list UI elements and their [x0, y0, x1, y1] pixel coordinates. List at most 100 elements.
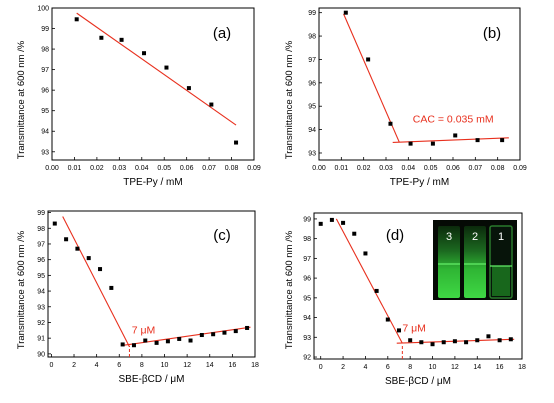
x-tick-label: 0.03 [113, 165, 127, 172]
data-point [99, 35, 104, 40]
x-tick-label: 0.06 [180, 165, 194, 172]
data-point [245, 325, 250, 330]
panel-label: (a) [213, 25, 231, 42]
y-tick-label: 92 [303, 355, 311, 362]
y-tick-label: 100 [37, 6, 49, 13]
x-tick-label: 0.00 [312, 165, 326, 172]
y-tick-label: 93 [37, 304, 45, 311]
plot-frame [47, 210, 256, 358]
x-tick-label: 10 [161, 362, 169, 369]
data-point [385, 317, 390, 322]
data-point [475, 338, 480, 343]
y-tick-label: 93 [41, 149, 49, 156]
data-point [419, 340, 424, 345]
data-point [374, 288, 379, 293]
data-point [329, 217, 334, 222]
y-axis-label-c: Transmittance at 600 nm /% [16, 230, 27, 349]
data-point [497, 338, 502, 343]
y-tick-label: 96 [308, 80, 316, 87]
x-axis-label: TPE-Py / mM [123, 177, 182, 188]
x-tick-label: 0 [49, 362, 53, 369]
data-point [86, 256, 91, 261]
data-point [143, 338, 148, 343]
y-tick-label: 92 [37, 320, 45, 327]
y-axis-label-a: Transmittance at 600 nm /% [16, 40, 27, 159]
data-point [408, 141, 413, 146]
y-tick-label: 96 [41, 88, 49, 95]
fit-line [62, 216, 130, 348]
data-point [388, 121, 393, 126]
plot-frame [51, 7, 255, 161]
y-tick-label: 97 [37, 241, 45, 248]
y-tick-label: 98 [41, 47, 49, 54]
fit-line [343, 13, 400, 143]
data-point [343, 10, 348, 15]
y-tick-label: 90 [37, 351, 45, 358]
data-point [186, 86, 191, 91]
x-tick-label: 18 [518, 364, 526, 371]
data-point [318, 221, 323, 226]
x-tick-label: 0.06 [446, 165, 460, 172]
x-tick-label: 6 [117, 362, 121, 369]
x-tick-label: 4 [363, 364, 367, 371]
data-point [500, 138, 505, 143]
inset-photo: 3 2 1 [433, 220, 517, 300]
data-point [98, 267, 103, 272]
data-point [234, 140, 239, 145]
plot-frame [318, 7, 521, 161]
fit-line [335, 218, 403, 344]
data-point [486, 334, 491, 339]
panel-label: (d) [386, 227, 404, 244]
data-point [211, 332, 216, 337]
data-point [154, 340, 159, 345]
panel-a: 0.00 0.01 0.02 0.03 0.04 0.05 0.06 0.07 0.08 0.09… [37, 6, 261, 189]
y-tick-label: 94 [303, 315, 311, 322]
data-point [199, 333, 204, 338]
data-point [131, 343, 136, 348]
y-tick-label: 99 [41, 26, 49, 33]
cuvette-1-glow [492, 266, 510, 296]
y-axis-label-d: Transmittance at 600 nm /% [284, 230, 295, 349]
x-axis-label: SBE-βCD / μM [119, 374, 185, 385]
x-tick-label: 0.05 [424, 165, 438, 172]
panel-b: 0.00 0.01 0.02 0.03 0.04 0.05 0.06 0.07 0.08 0.09… [308, 7, 527, 188]
data-point [508, 337, 513, 342]
x-tick-label: 18 [251, 362, 259, 369]
x-tick-label: 0 [319, 364, 323, 371]
data-point [209, 102, 214, 107]
y-tick-label: 97 [303, 256, 311, 263]
panel-label: (b) [483, 25, 501, 42]
x-tick-label: 8 [408, 364, 412, 371]
y-tick-label: 98 [37, 226, 45, 233]
y-tick-label: 95 [308, 104, 316, 111]
annotation-label: 7 μM [402, 322, 426, 334]
y-tick-label: 96 [303, 276, 311, 283]
cuvette-label-3: 3 [446, 231, 452, 243]
x-tick-label: 2 [72, 362, 76, 369]
x-tick-label: 16 [496, 364, 504, 371]
y-tick-label: 93 [303, 335, 311, 342]
cuvette-3 [438, 226, 460, 298]
data-point [222, 330, 227, 335]
x-tick-label: 12 [451, 364, 459, 371]
y-tick-label: 91 [37, 336, 45, 343]
y-tick-label: 98 [308, 34, 316, 41]
y-tick-label: 98 [303, 236, 311, 243]
data-point [233, 329, 238, 334]
x-tick-label: 12 [183, 362, 191, 369]
y-tick-label: 95 [303, 295, 311, 302]
x-tick-label: 0.09 [513, 165, 527, 172]
y-tick-label: 93 [308, 150, 316, 157]
data-point [119, 37, 124, 42]
panel-c: 0 2 4 6 8 10 12 14 16 18 90 91 92 93 94 95 96 97 98 99 SBE-β… [37, 210, 259, 385]
x-axis-label: SBE-βCD / μM [385, 376, 451, 387]
x-tick-label: 0.00 [45, 165, 59, 172]
x-tick-label: 10 [429, 364, 437, 371]
y-tick-label: 97 [308, 57, 316, 64]
data-point [363, 251, 368, 256]
plot-frame [313, 212, 523, 360]
data-point [74, 17, 79, 22]
y-tick-label: 97 [41, 67, 49, 74]
cuvette-label-2: 2 [472, 231, 478, 243]
y-tick-label: 95 [37, 273, 45, 280]
